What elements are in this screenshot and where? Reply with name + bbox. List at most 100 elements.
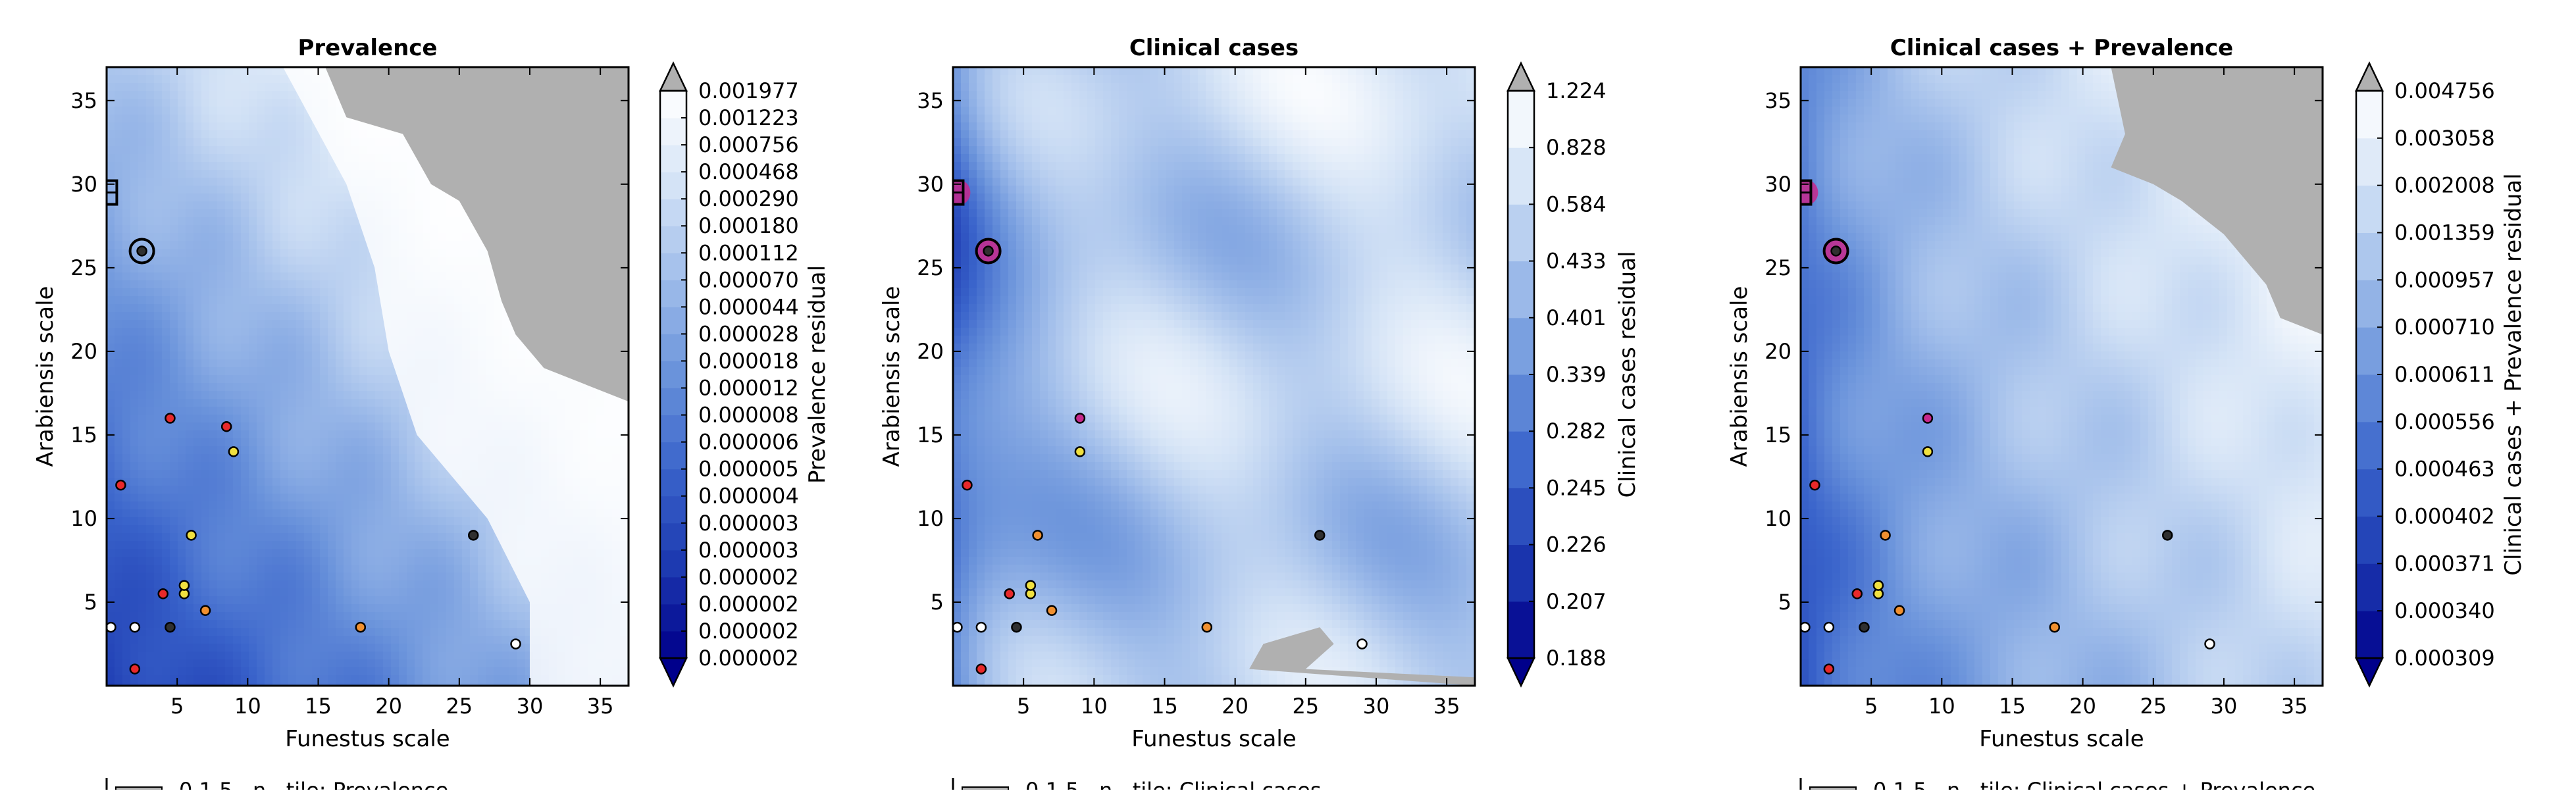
heatmap-cell	[312, 233, 321, 242]
heatmap-cell	[272, 280, 281, 289]
heatmap-cell	[138, 438, 147, 447]
heatmap-cell	[193, 320, 202, 328]
heatmap-cell	[257, 288, 265, 297]
heatmap-cell	[130, 154, 139, 163]
heatmap-cell	[430, 501, 439, 510]
heatmap-cell	[288, 233, 297, 242]
heatmap-cell	[509, 573, 518, 581]
heatmap-cell	[193, 170, 202, 178]
heatmap-cell	[138, 636, 147, 644]
heatmap-cell	[257, 209, 265, 218]
heatmap-cell	[162, 209, 170, 218]
heatmap-cell	[217, 359, 226, 368]
heatmap-cell	[344, 636, 352, 644]
heatmap-cell	[280, 130, 289, 139]
heatmap-cell	[146, 99, 155, 107]
heatmap-cell	[107, 304, 115, 313]
heatmap-cell	[193, 249, 202, 257]
heatmap-cell	[193, 312, 202, 320]
heatmap-cell	[146, 541, 155, 550]
heatmap-cell	[351, 525, 360, 534]
heatmap-cell	[233, 438, 242, 447]
heatmap-cell	[320, 462, 328, 471]
heatmap-cell	[186, 604, 194, 613]
heatmap-cell	[288, 533, 297, 542]
heatmap-cell	[146, 588, 155, 597]
heatmap-cell	[233, 391, 242, 399]
heatmap-cell	[399, 588, 407, 597]
heatmap-cell	[225, 288, 234, 297]
heatmap-cell	[241, 99, 249, 107]
heatmap-cell	[115, 209, 123, 218]
heatmap-cell	[265, 652, 273, 660]
heatmap-cell	[336, 580, 344, 589]
heatmap-cell	[312, 351, 321, 360]
heatmap-cell	[122, 107, 131, 115]
heatmap-cell	[265, 549, 273, 557]
heatmap-cell	[272, 328, 281, 336]
heatmap-cell	[272, 415, 281, 423]
heatmap-cell	[193, 486, 202, 494]
heatmap-cell	[272, 257, 281, 265]
heatmap-cell	[209, 138, 218, 147]
heatmap-cell	[178, 209, 186, 218]
heatmap-cell	[328, 565, 336, 573]
heatmap-cell	[162, 225, 170, 234]
heatmap-cell	[107, 249, 115, 257]
heatmap-cell	[304, 573, 313, 581]
heatmap-cell	[399, 549, 407, 557]
heatmap-cell	[193, 75, 202, 84]
heatmap-cell	[328, 430, 336, 439]
heatmap-cell	[130, 470, 139, 478]
heatmap-cell	[446, 596, 455, 605]
heatmap-cell	[430, 636, 439, 644]
heatmap-cell	[296, 249, 305, 257]
heatmap-cell	[336, 209, 344, 218]
heatmap-cell	[462, 588, 471, 597]
heatmap-cell	[272, 154, 281, 163]
heatmap-cell	[209, 99, 218, 107]
heatmap-cell	[130, 107, 139, 115]
heatmap-cell	[257, 478, 265, 486]
heatmap-cell	[296, 288, 305, 297]
heatmap-cell	[336, 644, 344, 652]
heatmap-cell	[249, 344, 257, 352]
heatmap-cell	[367, 272, 376, 281]
heatmap-cell	[225, 304, 234, 313]
heatmap-cell	[241, 154, 249, 163]
heatmap-cell	[209, 280, 218, 289]
heatmap-cell	[138, 446, 147, 455]
heatmap-cell	[162, 233, 170, 242]
heatmap-cell	[193, 391, 202, 399]
heatmap-cell	[383, 462, 392, 471]
heatmap-cell	[288, 320, 297, 328]
heatmap-cell	[399, 628, 407, 636]
heatmap-cell	[122, 430, 131, 439]
heatmap-cell	[415, 580, 423, 589]
heatmap-cell	[494, 636, 502, 644]
heatmap-cell	[288, 154, 297, 163]
heatmap-cell	[265, 138, 273, 147]
heatmap-cell	[272, 288, 281, 297]
heatmap-cell	[320, 265, 328, 273]
heatmap-cell	[407, 580, 415, 589]
heatmap-cell	[257, 115, 265, 123]
heatmap-cell	[288, 209, 297, 218]
heatmap-cell	[257, 486, 265, 494]
heatmap-cell	[304, 486, 313, 494]
heatmap-cell	[162, 288, 170, 297]
heatmap-cell	[178, 138, 186, 147]
heatmap-cell	[122, 351, 131, 360]
heatmap-cell	[328, 296, 336, 305]
heatmap-cell	[344, 604, 352, 613]
heatmap-cell	[304, 272, 313, 281]
heatmap-cell	[359, 265, 368, 273]
heatmap-cell	[193, 154, 202, 163]
heatmap-cell	[162, 320, 170, 328]
heatmap-cell	[233, 75, 242, 84]
heatmap-cell	[138, 154, 147, 163]
heatmap-cell	[162, 359, 170, 368]
heatmap-cell	[312, 146, 321, 155]
heatmap-cell	[170, 130, 178, 139]
